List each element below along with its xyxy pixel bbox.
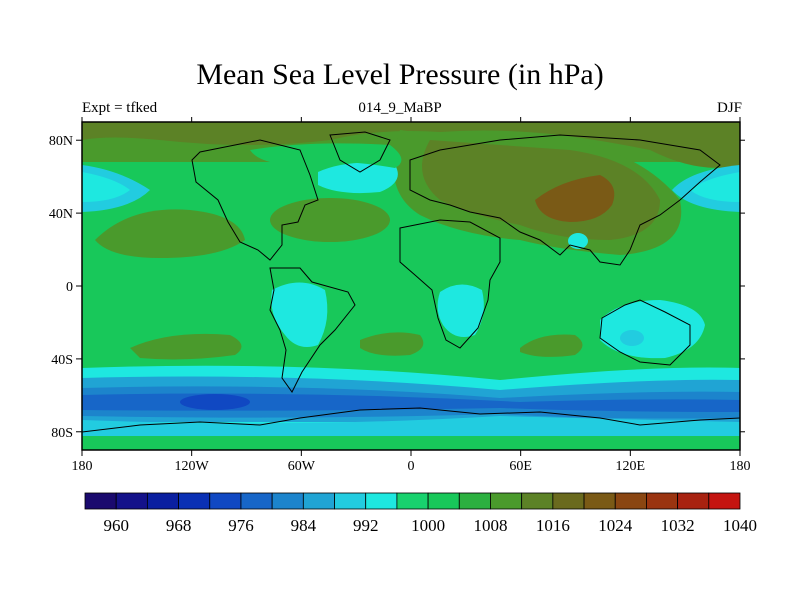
colorbar-swatch	[646, 492, 679, 510]
colorbar-label: 1040	[723, 516, 757, 535]
colorbar-label: 984	[291, 516, 317, 535]
coastline-antarctica	[82, 407, 740, 433]
coastline-south-america	[269, 267, 356, 393]
colorbar-swatch	[614, 492, 647, 510]
low-africa	[437, 284, 484, 338]
y-tick-label: 40S	[51, 353, 73, 368]
colorbar-label: 1008	[473, 516, 507, 535]
colorbar-swatch	[490, 492, 523, 510]
x-tick-label: 180	[730, 459, 751, 474]
colorbar-swatch	[146, 492, 179, 510]
high-south-atlantic	[360, 332, 424, 356]
high-indian-ocean	[520, 334, 583, 357]
band-southern-core	[82, 393, 740, 412]
experiment-label: Expt = tfked	[82, 100, 158, 116]
low-south-america	[271, 282, 328, 348]
coastlines	[82, 131, 740, 433]
low-icelandic	[318, 162, 398, 194]
x-tick-label: 120W	[175, 459, 210, 474]
x-tick-label: 180	[72, 459, 93, 474]
colorbar-swatch	[396, 492, 429, 510]
period-label: 014_9_MaBP	[358, 100, 442, 116]
coastline-australia	[599, 299, 691, 366]
colorbar-swatch	[458, 492, 491, 510]
x-tick-label: 0	[408, 459, 415, 474]
colorbar-label: 1024	[598, 516, 633, 535]
colorbar-swatch	[677, 492, 710, 510]
band-antarctic-outer	[82, 416, 740, 440]
coastline-greenland	[329, 131, 391, 173]
region-pacific-high-north	[95, 209, 245, 258]
coastline-africa	[399, 219, 501, 349]
colorbar-swatch	[365, 492, 398, 510]
colorbar-swatch	[178, 492, 211, 510]
low-amundsen-core	[180, 394, 250, 410]
y-tick-label: 80S	[51, 426, 73, 441]
x-tick-label: 60E	[509, 459, 532, 474]
region-siberian-high	[535, 175, 615, 222]
colorbar-label: 1000	[411, 516, 445, 535]
low-tibet	[568, 233, 588, 249]
colorbar-swatch	[708, 492, 741, 510]
season-label: DJF	[716, 100, 742, 116]
colorbar-swatch	[521, 492, 554, 510]
colorbar-swatch	[583, 492, 616, 510]
region-atlantic-high-north	[270, 198, 390, 242]
colorbar-swatch	[209, 492, 242, 510]
colorbar-label: 960	[103, 516, 129, 535]
colorbar-label: 1032	[661, 516, 695, 535]
y-tick-label: 40N	[49, 207, 73, 222]
colorbar-label: 992	[353, 516, 379, 535]
colorbar-swatch	[334, 492, 367, 510]
colorbar-label: 968	[166, 516, 192, 535]
low-aleutian-inner	[82, 172, 130, 202]
x-tick-label: 120E	[616, 459, 646, 474]
band-antarctic-inner	[82, 436, 740, 450]
band-north-high	[82, 122, 740, 168]
x-tick-label: 60W	[288, 459, 316, 474]
axis-ticks: 180 120W 60W 0 60E 120E 180 80N 40N 0 40S 80S	[49, 117, 751, 474]
colorbar-swatch	[302, 492, 335, 510]
chart-title: Mean Sea Level Pressure (in hPa)	[196, 58, 604, 91]
colorbar-swatch	[84, 492, 117, 510]
coastline-north-america	[191, 139, 319, 261]
colorbar-swatch	[427, 492, 460, 510]
low-arctic-south	[250, 143, 402, 168]
colorbar-label: 1016	[536, 516, 570, 535]
colorbar-swatch	[552, 492, 585, 510]
colorbar-swatch	[240, 492, 273, 510]
low-aleutian-east-inner	[690, 172, 740, 202]
colorbar-swatch	[271, 492, 304, 510]
y-tick-label: 80N	[49, 134, 73, 149]
y-tick-label: 0	[66, 280, 73, 295]
colorbar-swatch	[115, 492, 148, 510]
pressure-field	[82, 122, 740, 450]
low-australia-core	[620, 330, 644, 346]
colorbar: 960 968 976 984 992 1000 1008 1016 1024 1032 1040	[84, 492, 757, 535]
colorbar-label: 976	[228, 516, 254, 535]
coastline-europe-asia	[409, 134, 721, 266]
high-south-pacific	[130, 333, 242, 360]
